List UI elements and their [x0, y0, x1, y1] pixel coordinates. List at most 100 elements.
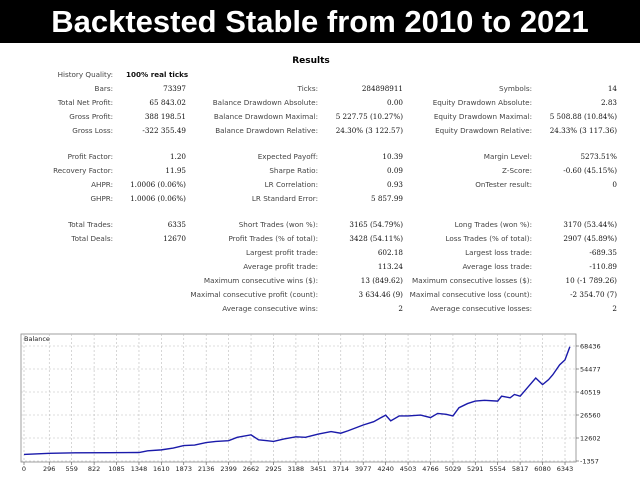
stat-value: 1.0006 (0.06%)	[130, 194, 186, 203]
stat-label: Z-Score:	[502, 166, 532, 175]
stat-label: Profit Trades (% of total):	[228, 234, 318, 243]
stat-value: 73397	[163, 84, 186, 93]
stat-value: 0.93	[386, 180, 403, 189]
stat-label: Bars:	[94, 84, 113, 93]
y-tick-label: 54477	[580, 366, 601, 374]
stat-value: 3 634.46 (9)	[358, 290, 403, 299]
stat-label: Equity Drawdown Relative:	[435, 126, 532, 135]
stats-row: Maximal consecutive profit (count): 3 634…	[0, 288, 640, 301]
y-tick-label: 26560	[580, 412, 601, 420]
stats-row: Gross Profit: 388 198.51 Balance Drawdown …	[0, 110, 640, 123]
stat-label: Total Trades:	[68, 220, 113, 229]
stats-row: Average consecutive wins: 2 Average consec…	[0, 302, 640, 315]
x-tick-label: 5291	[467, 465, 484, 473]
stat-value: 1.0006 (0.06%)	[130, 180, 186, 189]
stat-value: 10 (-1 789.26)	[565, 276, 617, 285]
stat-value: 602.18	[377, 248, 403, 257]
history-quality-label: History Quality:	[57, 70, 113, 79]
history-quality-row: History Quality: 100% real ticks	[0, 68, 640, 81]
x-tick-label: 2136	[198, 465, 215, 473]
stats-row: GHPR: 1.0006 (0.06%) LR Standard Error: 5 8…	[0, 192, 640, 205]
stats-row: Maximum consecutive wins ($): 13 (849.62)…	[0, 274, 640, 287]
stat-label: Balance Drawdown Relative:	[215, 126, 318, 135]
stat-value: 388 198.51	[144, 112, 186, 121]
stat-value: 12670	[163, 234, 186, 243]
stats-row: Total Deals: 12670 Profit Trades (% of tot…	[0, 232, 640, 245]
stat-value: 3165 (54.79%)	[349, 220, 403, 229]
stats-row: Total Net Profit: 65 843.02 Balance Drawdo…	[0, 96, 640, 109]
stat-value: 24.30% (3 122.57)	[335, 126, 403, 135]
x-tick-label: 296	[43, 465, 55, 473]
stat-value: 65 843.02	[149, 98, 186, 107]
x-tick-label: 1610	[153, 465, 170, 473]
stat-label: Balance Drawdown Maximal:	[213, 112, 318, 121]
chart-title: Balance	[24, 335, 50, 343]
stat-label: Margin Level:	[483, 152, 532, 161]
x-tick-label: 3977	[355, 465, 372, 473]
stat-value: 2	[398, 304, 403, 313]
x-tick-label: 5817	[512, 465, 529, 473]
stat-label: Expected Payoff:	[257, 152, 318, 161]
stat-label: Recovery Factor:	[53, 166, 113, 175]
x-tick-label: 1873	[175, 465, 192, 473]
stat-value: 0.00	[386, 98, 403, 107]
stat-value: 5273.51%	[580, 152, 617, 161]
stat-value: 5 857.99	[370, 194, 403, 203]
stat-value: 13 (849.62)	[360, 276, 403, 285]
stats-row: Average profit trade: 113.24 Average loss …	[0, 260, 640, 273]
stat-label: Profit Factor:	[67, 152, 113, 161]
stat-label: Long Trades (won %):	[454, 220, 532, 229]
stat-value: -110.89	[589, 262, 617, 271]
stat-label: Balance Drawdown Absolute:	[212, 98, 318, 107]
x-tick-label: 822	[88, 465, 100, 473]
stat-value: -689.35	[589, 248, 617, 257]
stat-value: -2 354.70 (7)	[570, 290, 617, 299]
stat-value: 113.24	[377, 262, 403, 271]
banner-title: Backtested Stable from 2010 to 2021	[0, 0, 640, 43]
stat-label: Sharpe Ratio:	[269, 166, 318, 175]
stat-label: Short Trades (won %):	[238, 220, 318, 229]
stat-label: Total Net Profit:	[57, 98, 113, 107]
stat-value: 14	[607, 84, 617, 93]
x-tick-label: 6343	[557, 465, 574, 473]
stat-label: Average loss trade:	[462, 262, 532, 271]
stat-value: 10.39	[382, 152, 403, 161]
stat-value: 2	[612, 304, 617, 313]
x-tick-label: 4240	[377, 465, 394, 473]
stat-label: Equity Drawdown Maximal:	[433, 112, 532, 121]
y-tick-label: -1357	[580, 458, 599, 466]
stat-value: 5 508.88 (10.84%)	[549, 112, 617, 121]
stat-value: 2.83	[600, 98, 617, 107]
stat-label: Total Deals:	[71, 234, 113, 243]
stat-label: Maximal consecutive loss (count):	[409, 290, 532, 299]
stat-label: AHPR:	[91, 180, 113, 189]
x-tick-label: 2925	[265, 465, 282, 473]
stat-value: 284898911	[361, 84, 403, 93]
x-tick-label: 3451	[310, 465, 327, 473]
stat-label: GHPR:	[90, 194, 113, 203]
x-tick-label: 6080	[534, 465, 551, 473]
stats-row: Bars: 73397 Ticks: 284898911 Symbols: 14	[0, 82, 640, 95]
stats-row: Largest profit trade: 602.18 Largest loss …	[0, 246, 640, 259]
stat-label: Maximum consecutive wins ($):	[203, 276, 318, 285]
stat-label: Average consecutive wins:	[222, 304, 318, 313]
x-tick-label: 2662	[243, 465, 260, 473]
stat-label: LR Standard Error:	[251, 194, 318, 203]
balance-chart: 0 296 559 822 1085 1348 1610 1873 2136 2399 2662 29…	[20, 333, 601, 473]
balance-line	[23, 346, 571, 456]
stats-row: Recovery Factor: 11.95 Sharpe Ratio: 0.09 Z-…	[0, 164, 640, 177]
stats-row: Gross Loss: -322 355.49 Balance Drawdown R…	[0, 124, 640, 137]
stat-value: 3428 (54.11%)	[349, 234, 403, 243]
stats-row: Profit Factor: 1.20 Expected Payoff: 10.39 M…	[0, 150, 640, 163]
y-tick-label: 68436	[580, 343, 601, 351]
x-tick-label: 5554	[489, 465, 506, 473]
stat-label: Average consecutive losses:	[430, 304, 532, 313]
x-tick-label: 0	[22, 465, 26, 473]
stat-value: 5 227.75 (10.27%)	[335, 112, 403, 121]
history-quality-value: 100% real ticks	[126, 70, 189, 79]
x-tick-label: 559	[65, 465, 77, 473]
stat-value: 2907 (45.89%)	[563, 234, 617, 243]
stat-label: Average profit trade:	[243, 262, 318, 271]
stat-value: 0.09	[386, 166, 403, 175]
x-tick-label: 4503	[400, 465, 417, 473]
